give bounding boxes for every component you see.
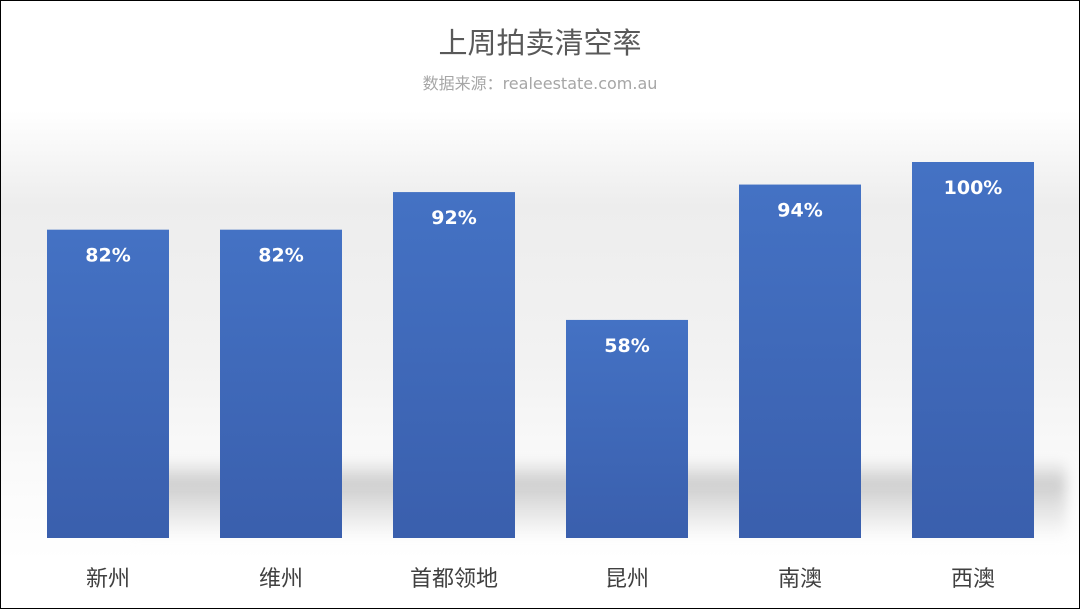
data-label-1: 82% xyxy=(85,245,130,267)
chart-title: 上周拍卖清空率 xyxy=(438,26,642,60)
category-label-1: 新州 xyxy=(86,567,130,592)
data-label-3: 92% xyxy=(431,207,476,229)
category-label-2: 维州 xyxy=(259,567,303,592)
bar-6 xyxy=(912,162,1034,538)
category-label-5: 南澳 xyxy=(778,567,822,592)
category-label-6: 西澳 xyxy=(951,567,995,592)
bar-1 xyxy=(47,229,169,538)
bar-4 xyxy=(566,319,688,538)
data-label-4: 58% xyxy=(604,335,649,357)
bar-5 xyxy=(739,184,861,538)
chart-subtitle: 数据来源：realeestate.com.au xyxy=(422,74,658,93)
data-label-5: 94% xyxy=(777,200,822,222)
data-label-2: 82% xyxy=(258,245,303,267)
category-label-4: 昆州 xyxy=(605,567,649,592)
category-label-3: 首都领地 xyxy=(410,567,498,592)
bar-2 xyxy=(220,229,342,538)
data-label-6: 100% xyxy=(944,177,1003,199)
bar-3 xyxy=(393,192,515,538)
bars: 82% 新州 82% 维州 92% 首都领地 58% 昆州 94% 南澳 100% 西澳 xyxy=(47,162,1034,592)
